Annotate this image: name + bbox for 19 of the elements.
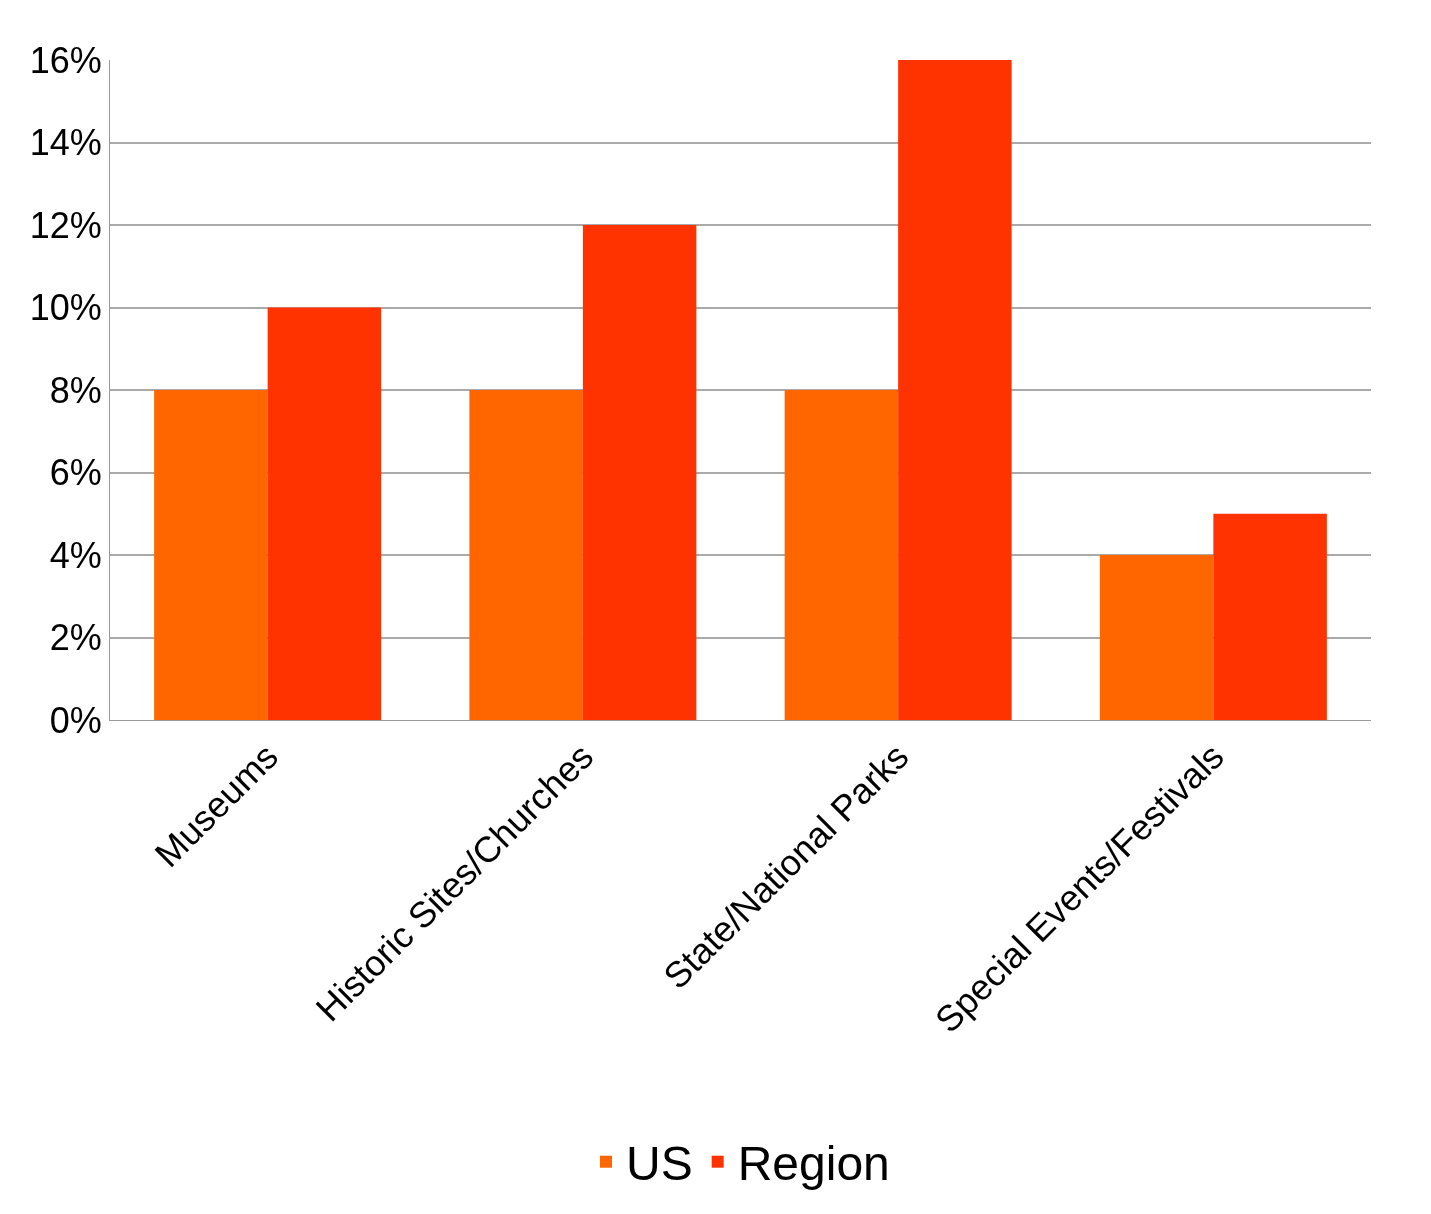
bar [1213,513,1327,720]
bar [267,307,382,720]
legend-label: US [626,1137,693,1191]
bar [582,225,697,720]
bar [154,390,268,720]
y-tick-label: 6% [49,452,102,494]
bar [784,390,899,720]
y-tick-label: 10% [29,287,102,329]
legend-label: Region [737,1137,890,1191]
y-tick-label: 2% [49,617,102,659]
y-tick-label: 16% [29,39,102,81]
y-tick-label: 12% [29,204,102,246]
bar [898,60,1012,720]
y-tick-label: 4% [49,534,102,576]
y-tick-label: 8% [49,369,102,411]
bar [1099,555,1214,720]
y-tick-label: 14% [29,122,102,164]
bar [469,390,583,720]
y-tick-label: 0% [49,699,102,741]
